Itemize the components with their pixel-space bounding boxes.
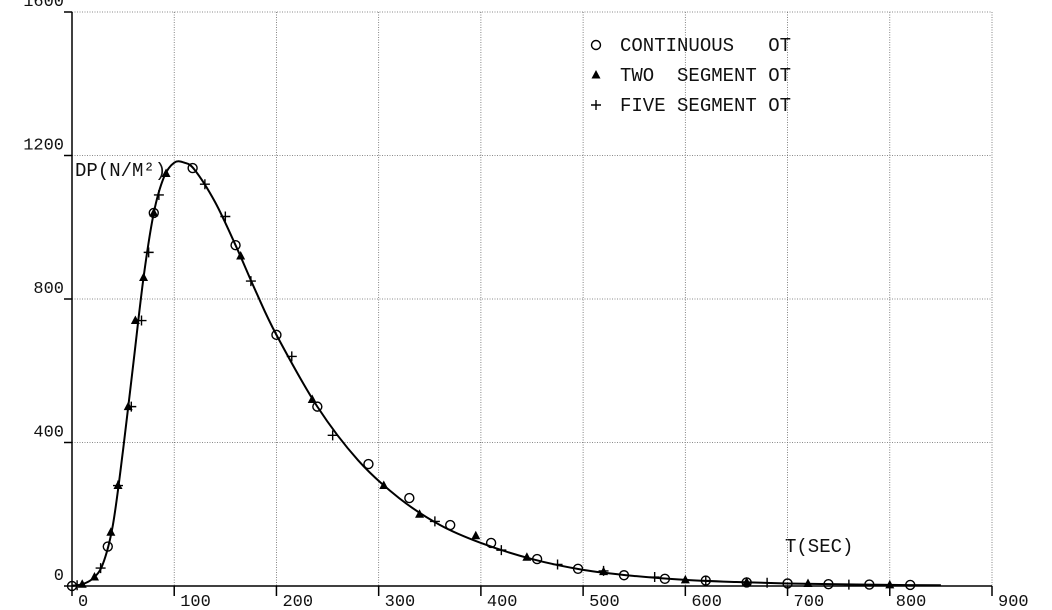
data-point <box>89 572 99 581</box>
data-point <box>95 563 106 574</box>
data-point <box>245 276 256 287</box>
data-point <box>905 579 916 591</box>
data-point <box>136 315 147 326</box>
data-point <box>286 351 297 362</box>
data-point <box>415 509 425 518</box>
data-point <box>379 480 389 490</box>
legend-marker <box>590 39 602 51</box>
y-axis-label: DP(N/M²) <box>75 160 166 182</box>
data-point <box>307 394 317 403</box>
y-tick-label: 800 <box>33 280 64 299</box>
data-point <box>700 575 711 586</box>
x-tick-label: 200 <box>282 593 313 610</box>
data-point <box>742 577 752 586</box>
data-point <box>649 572 660 583</box>
legend-marker <box>591 100 601 110</box>
data-point <box>659 573 671 585</box>
data-point <box>187 162 198 174</box>
x-tick-label: 500 <box>589 593 620 610</box>
data-point <box>271 329 282 341</box>
y-tick-label: 1200 <box>23 137 64 156</box>
data-point <box>680 574 690 584</box>
x-tick-label: 400 <box>487 593 518 610</box>
y-tick-label: 0 <box>54 567 64 586</box>
data-point <box>312 401 323 412</box>
legend-label: TWO SEGMENT OT <box>620 65 791 87</box>
x-tick-label: 0 <box>78 593 88 610</box>
data-point <box>236 250 246 260</box>
curve <box>71 160 941 587</box>
data-point <box>123 401 133 411</box>
x-tick-label: 800 <box>896 593 927 610</box>
data-point <box>496 545 507 556</box>
data-point <box>72 580 83 591</box>
data-point <box>864 579 875 590</box>
x-tick-label: 300 <box>385 593 416 610</box>
x-tick-label: 100 <box>180 593 211 610</box>
data-point <box>130 315 140 325</box>
data-point <box>230 239 241 251</box>
data-point <box>126 401 137 412</box>
data-point <box>139 272 149 281</box>
data-point <box>618 570 630 581</box>
data-point <box>143 247 154 258</box>
x-axis-label: T(SEC) <box>785 536 853 558</box>
legend-label: FIVE SEGMENT OT <box>620 95 791 117</box>
data-point <box>782 578 793 589</box>
data-point <box>404 492 415 504</box>
data-point <box>471 530 481 540</box>
data-point <box>885 579 895 589</box>
x-tick-label: 600 <box>691 593 722 610</box>
data-point <box>522 552 532 561</box>
data-point <box>199 179 210 190</box>
legend-marker <box>591 70 601 79</box>
data-point <box>363 458 374 470</box>
data-point <box>161 168 171 177</box>
data-point <box>153 189 164 200</box>
data-point <box>106 527 116 536</box>
x-tick-label: 700 <box>794 593 825 610</box>
data-point <box>485 537 497 549</box>
data-point <box>843 579 854 590</box>
data-point <box>113 480 123 491</box>
data-point <box>803 578 813 587</box>
data-point <box>598 565 609 576</box>
data-point <box>429 516 440 527</box>
y-tick-label: 400 <box>33 424 64 443</box>
data-point <box>762 577 773 588</box>
data-point <box>552 559 563 570</box>
data-point <box>445 519 456 531</box>
data-point <box>149 207 159 217</box>
data-point <box>327 430 338 441</box>
y-tick-label: 1600 <box>23 0 64 12</box>
data-point <box>823 579 834 590</box>
data-point <box>220 211 231 222</box>
data-point <box>572 563 584 574</box>
data-point <box>531 553 543 565</box>
data-point <box>102 541 113 552</box>
x-tick-label: 900 <box>998 593 1029 610</box>
legend-label: CONTINUOUS OT <box>620 35 791 57</box>
